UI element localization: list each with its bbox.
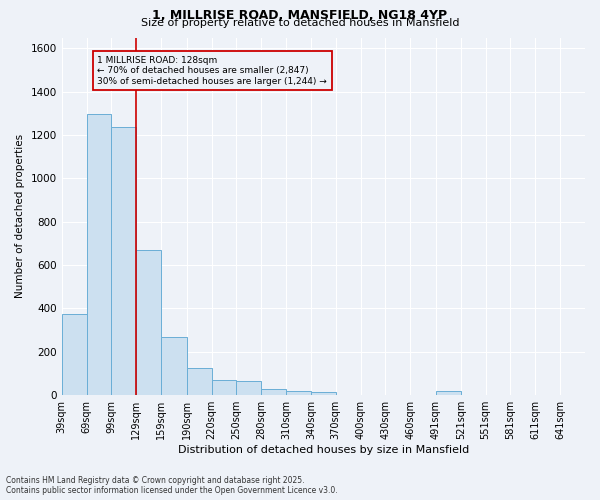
Text: Size of property relative to detached houses in Mansfield: Size of property relative to detached ho… <box>141 18 459 28</box>
X-axis label: Distribution of detached houses by size in Mansfield: Distribution of detached houses by size … <box>178 445 469 455</box>
Text: Contains HM Land Registry data © Crown copyright and database right 2025.
Contai: Contains HM Land Registry data © Crown c… <box>6 476 338 495</box>
Bar <box>112 128 136 395</box>
Bar <box>212 380 236 395</box>
Text: 1, MILLRISE ROAD, MANSFIELD, NG18 4YP: 1, MILLRISE ROAD, MANSFIELD, NG18 4YP <box>152 9 448 22</box>
Bar <box>161 336 187 395</box>
Bar <box>136 250 161 395</box>
Y-axis label: Number of detached properties: Number of detached properties <box>15 134 25 298</box>
Bar <box>62 314 86 395</box>
Bar <box>86 114 112 395</box>
Bar <box>286 392 311 395</box>
Bar <box>311 392 336 395</box>
Bar <box>236 381 261 395</box>
Bar <box>187 368 212 395</box>
Bar <box>436 391 461 395</box>
Text: 1 MILLRISE ROAD: 128sqm
← 70% of detached houses are smaller (2,847)
30% of semi: 1 MILLRISE ROAD: 128sqm ← 70% of detache… <box>97 56 327 86</box>
Bar <box>261 388 286 395</box>
